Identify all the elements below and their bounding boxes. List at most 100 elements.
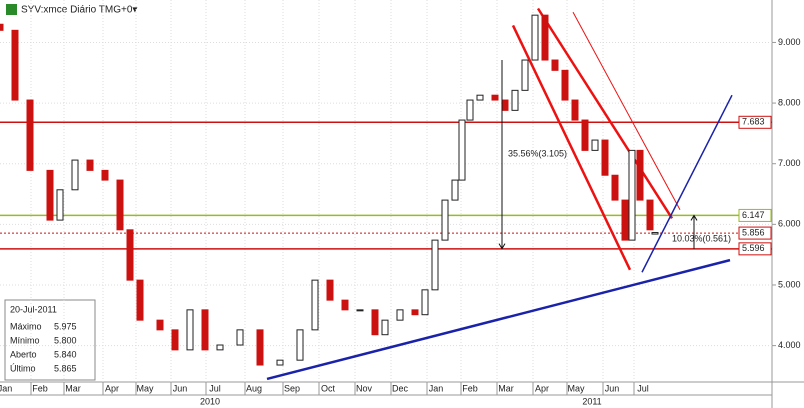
candle-body (201, 309, 209, 351)
info-key: Último (10, 363, 36, 373)
x-tick-label: Jun (605, 383, 620, 393)
trend-line (266, 258, 731, 381)
candle-body (136, 279, 144, 321)
info-date: 20-Jul-2011 (10, 304, 57, 314)
y-tick-label: 4.000 (778, 340, 801, 350)
level-tag-label: 5.596 (742, 243, 765, 253)
year-label: 2011 (582, 396, 601, 406)
x-tick-label: Feb (462, 383, 478, 393)
candle-body (651, 232, 659, 235)
candle-body (56, 189, 64, 221)
info-key: Máximo (10, 321, 42, 331)
candle-body (561, 69, 569, 101)
info-value: 5.865 (54, 363, 77, 373)
info-value: 5.975 (54, 321, 77, 331)
x-tick-label: Jul (637, 383, 649, 393)
candle-body (501, 99, 509, 111)
candle-body (186, 309, 194, 351)
x-tick-label: Sep (284, 383, 300, 393)
candle-body (601, 139, 609, 176)
y-tick-label: 8.000 (778, 97, 801, 107)
candle-body (126, 229, 134, 281)
x-tick-label: Feb (32, 383, 48, 393)
trend-line (536, 7, 674, 219)
symbol-icon (6, 4, 17, 15)
info-box (4, 299, 96, 381)
x-tick-label: May (136, 383, 154, 393)
y-tick-label: 5.000 (778, 279, 801, 289)
candle-body (571, 99, 579, 121)
candle-body (476, 94, 484, 101)
x-tick-label: Apr (535, 383, 549, 393)
candle-body (276, 359, 284, 366)
candle-body (11, 29, 19, 101)
candle-body (296, 329, 304, 361)
x-tick-label: May (567, 383, 585, 393)
candle-body (156, 319, 164, 331)
measure-arrow (690, 214, 698, 221)
candle-body (611, 174, 619, 201)
x-tick-label: Jan (0, 383, 12, 393)
candle-body (116, 179, 124, 231)
candle-body (451, 179, 459, 201)
candle-body (396, 309, 404, 321)
candle-body (171, 329, 179, 351)
candle-body (341, 299, 349, 311)
level-tag-label: 6.147 (742, 210, 765, 220)
candle-body (636, 149, 644, 201)
x-tick-label: Jul (209, 383, 221, 393)
candle-body (551, 59, 559, 71)
x-tick-label: Mar (65, 383, 81, 393)
candle-body (371, 309, 379, 336)
candle-body (581, 119, 589, 151)
candle-body (381, 319, 389, 336)
candle-body (411, 309, 419, 316)
candle-body (26, 99, 34, 171)
candle-body (356, 309, 364, 312)
info-key: Mínimo (10, 335, 40, 345)
x-tick-label: Nov (356, 383, 373, 393)
trend-line (511, 24, 632, 271)
level-tag (738, 115, 772, 129)
candle-body (216, 344, 224, 351)
candle-body (441, 199, 449, 241)
trend-line (641, 94, 733, 273)
info-key: Aberto (10, 349, 37, 359)
candle-body (521, 59, 529, 91)
candle-body (431, 239, 439, 291)
candle-body (646, 199, 654, 231)
info-value: 5.800 (54, 335, 77, 345)
candle-body (326, 279, 334, 301)
y-tick-label: 6.000 (778, 219, 801, 229)
candle-body (421, 289, 429, 316)
measure-label: 35.56%(3.105) (508, 149, 567, 159)
level-tag (738, 226, 772, 240)
candle-body (71, 159, 79, 191)
x-tick-label: Mar (498, 383, 514, 393)
candle-body (101, 169, 109, 181)
year-label: 2010 (200, 396, 220, 406)
candle-body (458, 119, 466, 181)
candle-body (86, 159, 94, 171)
x-tick-label: Jun (173, 383, 188, 393)
candle-body (621, 199, 629, 241)
info-value: 5.840 (54, 349, 77, 359)
y-tick-label: 7.000 (778, 158, 801, 168)
x-tick-label: Dec (392, 383, 409, 393)
x-tick-label: Apr (105, 383, 119, 393)
candle-body (256, 329, 264, 366)
measure-label: 10.03%(0.561) (672, 234, 731, 244)
candle-body (466, 99, 474, 121)
candle-body (511, 89, 519, 111)
candle-body (541, 14, 549, 61)
measure-arrow (498, 243, 506, 250)
candle-body (531, 14, 539, 61)
level-tag-label: 5.856 (742, 227, 765, 237)
x-tick-label: Oct (321, 383, 336, 393)
x-tick-label: Aug (246, 383, 262, 393)
candle-body (236, 329, 244, 346)
candle-body (628, 149, 636, 241)
y-tick-label: 9.000 (778, 37, 801, 47)
